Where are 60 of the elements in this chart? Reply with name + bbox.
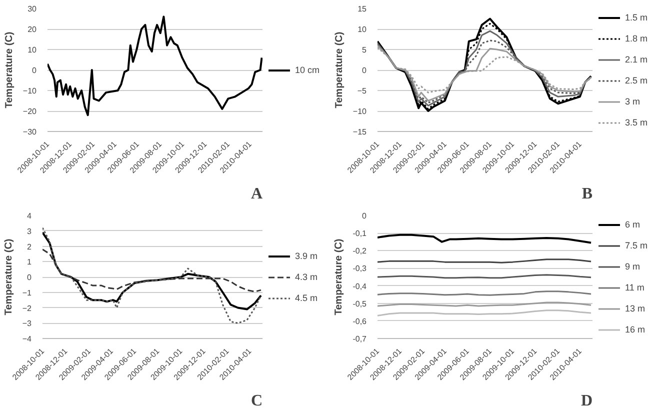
y-tick-label: 4 [27,212,32,220]
y-tick-label: 0 [362,212,368,220]
y-tick-label: −3 [22,319,32,328]
y-axis-title: Temperature (C) [334,238,345,316]
y-axis-title: Temperature (C) [3,238,14,316]
y-tick-label: 0 [27,273,32,282]
legend-label: 1.5 m [625,12,648,22]
y-tick-label: 1 [27,258,32,267]
legend-label: 11 m [625,282,645,292]
line-series [42,248,262,292]
y-tick-label: 3 [27,226,32,236]
y-tick-label: −4 [22,334,32,344]
y-tick-label: −5 [357,86,368,96]
y-axis-title: Temperature (C) [4,32,15,108]
y-tick-label: −10 [22,86,38,96]
y-tick-label: -0,3 [352,264,368,274]
y-tick-label: 30 [28,4,38,14]
y-tick-label: 20 [28,25,38,34]
legend-label: 3.9 m [295,250,318,260]
y-tick-label: −30 [22,128,38,136]
legend-label: 16 m [625,324,646,334]
legend-label: 2.5 m [625,75,648,85]
y-tick-label: −20 [22,107,38,116]
line-series [48,16,262,116]
legend-label: 4.5 m [295,292,318,302]
y-tick-label: 0 [32,66,38,75]
legend-label: 13 m [625,303,646,313]
y-tick-label: 10 [358,25,368,34]
y-tick-label: -0,6 [352,316,368,326]
line-series [378,234,592,244]
text: B [582,186,593,202]
text: D [580,392,593,410]
y-tick-label: -0,5 [352,299,368,308]
y-tick-label: 5 [362,46,368,54]
y-tick-label: −2 [22,304,32,313]
legend-label: 10 cm [295,64,320,74]
text: 6 m [625,219,642,229]
y-tick-label: 2 [27,242,32,252]
y-axis-title: Temperature (C) [334,32,345,108]
y-tick-label: -0,2 [352,246,368,256]
text: C [250,392,263,410]
line-series [42,231,262,310]
y-tick-label: 10 [28,46,38,54]
y-tick-label: -0,7 [352,334,368,344]
legend-label: 2.1 m [625,54,648,64]
legend-label: 1.8 m [625,33,648,43]
y-tick-label: 0 [362,66,368,75]
y-tick-label: -0,4 [352,282,368,291]
legend-label: 9 m [625,261,642,271]
y-tick-label: −1 [22,288,32,298]
legend-label: 3 m [625,96,642,106]
text: A [250,186,263,202]
y-tick-label: -0,1 [352,229,368,238]
legend-label: 4.3 m [295,272,318,282]
line-series [42,227,262,324]
y-tick-label: 15 [358,4,368,14]
y-tick-label: −15 [352,128,368,136]
y-tick-label: −10 [352,107,368,116]
legend-label: 7.5 m [625,240,648,250]
legend-label: 3.5 m [625,117,648,127]
